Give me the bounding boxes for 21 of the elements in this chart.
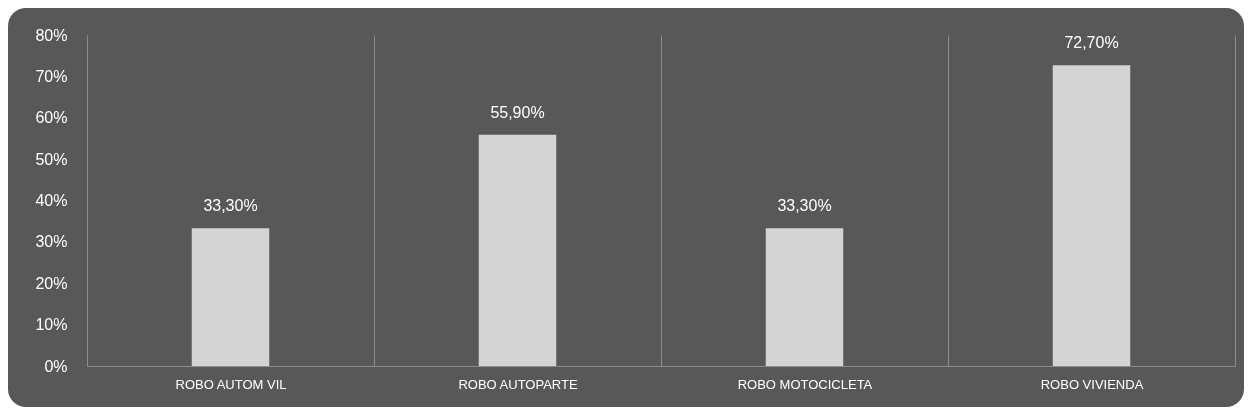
y-tick-label: 60% [35, 109, 68, 127]
bar [191, 228, 270, 366]
y-tick-label: 80% [35, 26, 68, 44]
bar [478, 134, 557, 366]
data-label: 55,90% [490, 103, 545, 121]
x-tick-label: ROBO VIVIENDA [1040, 376, 1144, 392]
y-tick-label: 40% [35, 192, 68, 209]
bar [765, 228, 844, 366]
x-tick-label: ROBO AUTOM VIL [175, 376, 287, 392]
data-label: 33,30% [203, 197, 258, 215]
x-tick-label: ROBO AUTOPARTE [458, 376, 578, 392]
y-tick-label: 50% [35, 150, 68, 168]
data-label: 33,30% [777, 197, 832, 215]
y-tick-label: 20% [35, 274, 68, 292]
y-tick-label: 70% [35, 67, 68, 85]
bar [1052, 65, 1131, 366]
y-tick-label: 10% [35, 316, 68, 334]
data-label: 72,70% [1064, 34, 1119, 52]
y-tick-label: 0% [44, 357, 68, 375]
y-tick-label: 30% [35, 233, 68, 251]
x-tick-label: ROBO MOTOCICLETA [737, 376, 873, 392]
